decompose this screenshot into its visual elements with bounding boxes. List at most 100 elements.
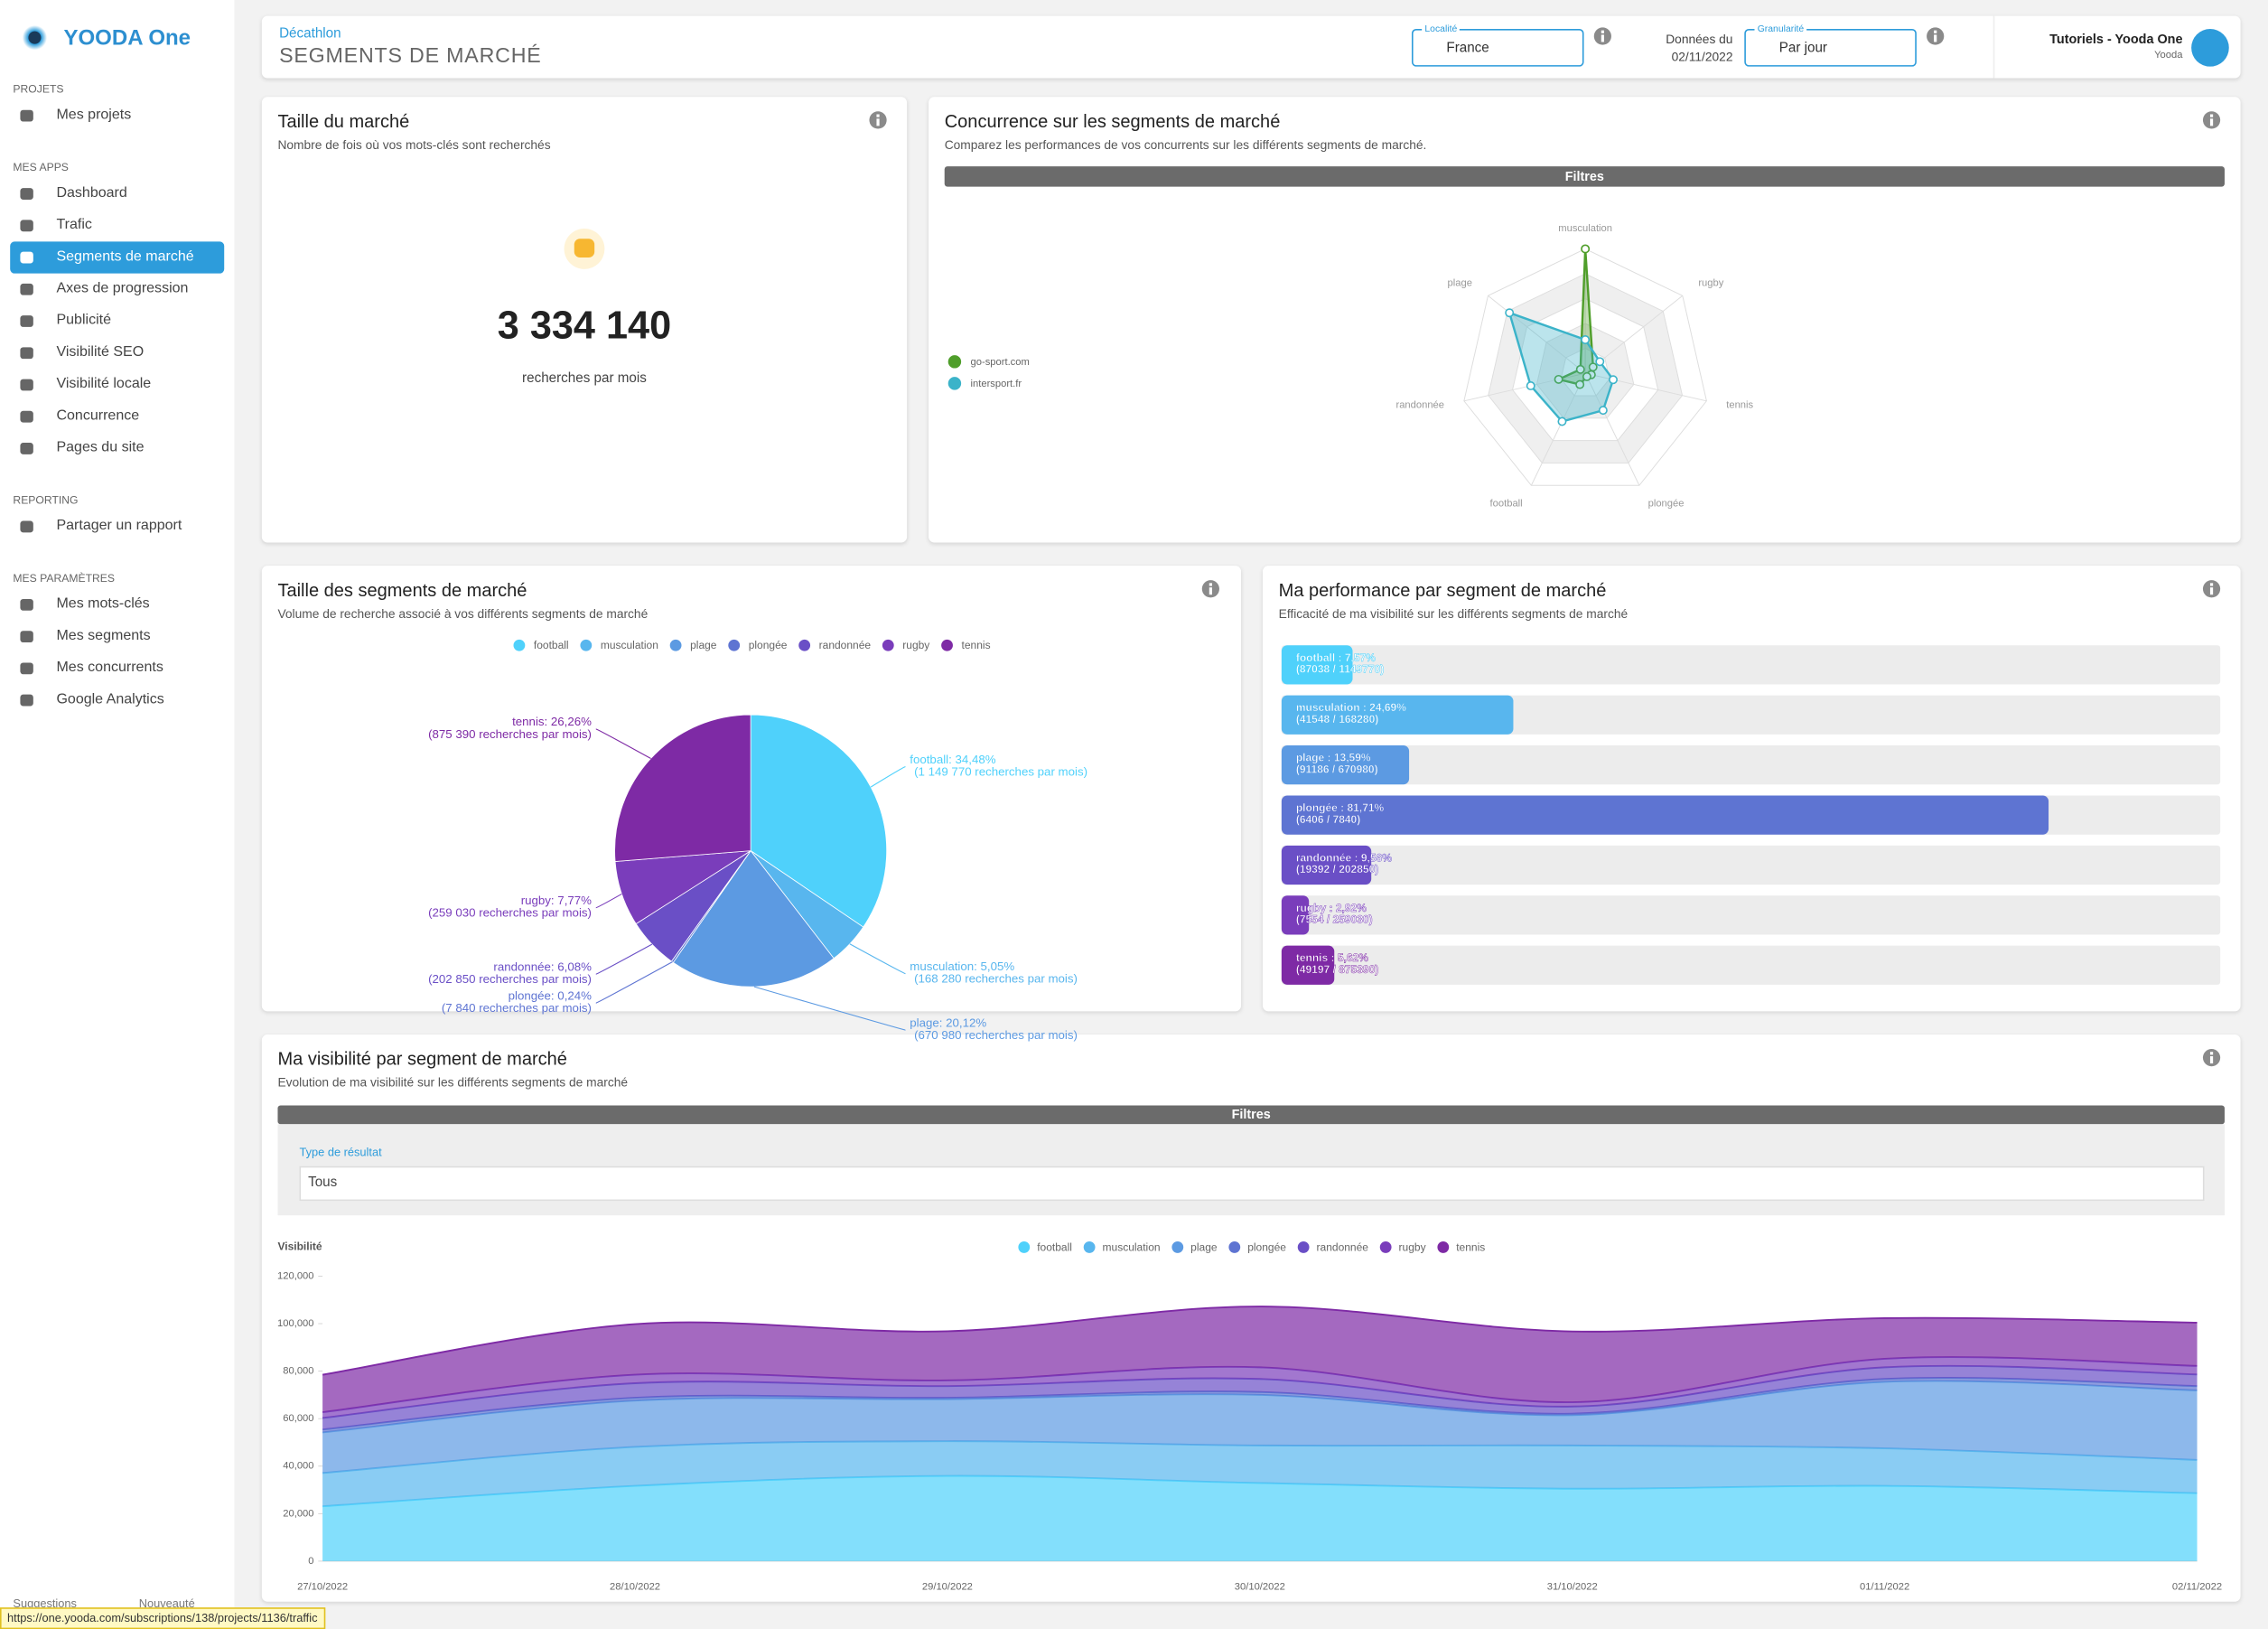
legend-swatch (1437, 1241, 1450, 1253)
info-icon[interactable] (1201, 580, 1219, 598)
radar-spoke (1463, 372, 1586, 402)
legend-swatch (1228, 1241, 1241, 1253)
location-value[interactable]: France (1446, 40, 1489, 57)
avatar[interactable] (2191, 29, 2229, 67)
area (322, 1441, 2198, 1507)
user-name[interactable]: Tutoriels - Yooda One (2049, 32, 2183, 47)
bar (1281, 845, 1372, 885)
info-icon[interactable] (1593, 27, 1611, 45)
radar-point (1598, 406, 1608, 416)
bar-track (1281, 695, 2221, 735)
market-size-caption: recherches par mois (522, 370, 647, 387)
nav-item[interactable]: Publicité (10, 305, 224, 337)
nav-section-title: MES APPS (13, 160, 69, 174)
nav-icon (20, 220, 33, 232)
info-icon[interactable] (2202, 1049, 2221, 1067)
filter-bar[interactable]: Filtres (277, 1105, 2225, 1125)
nav-icon (20, 347, 33, 360)
legend-label: musculation (601, 639, 658, 651)
nav-icon (20, 662, 33, 675)
info-icon[interactable] (869, 111, 887, 129)
legend-label: rugby (1399, 1240, 1426, 1253)
card-subtitle: Evolution de ma visibilité sur les diffé… (277, 1074, 629, 1090)
filter-value[interactable]: Tous (308, 1175, 338, 1191)
nav-item[interactable]: Google Analytics (10, 684, 224, 716)
nav-item[interactable]: Pages du site (10, 433, 224, 464)
leader-line (595, 728, 651, 759)
bar (1281, 895, 1310, 935)
pie-sublabel: (259 030 recherches par mois) (428, 906, 592, 920)
nav-item[interactable]: Mes mots-clés (10, 589, 224, 621)
legend-label: plage (1190, 1240, 1218, 1253)
legend-swatch (728, 639, 741, 651)
legend-swatch (1083, 1241, 1096, 1253)
legend-label: plongée (749, 639, 788, 651)
legend-label: rugby (902, 639, 929, 651)
nav-item[interactable]: Partager un rapport (10, 510, 224, 542)
radar-axis-label: plage (1448, 277, 1472, 288)
nav-item[interactable]: Mes segments (10, 621, 224, 652)
pie-sublabel: (670 980 recherches par mois) (914, 1028, 1078, 1042)
nav-item[interactable]: Dashboard (10, 178, 224, 210)
area (322, 1381, 2198, 1474)
info-icon[interactable] (1927, 27, 1945, 45)
nav-item[interactable]: Axes de progression (10, 274, 224, 305)
divider (1993, 15, 1995, 79)
nav-item[interactable]: Visibilité SEO (10, 337, 224, 369)
legend-swatch (1297, 1241, 1310, 1253)
nav-item[interactable]: Mes projets (10, 99, 224, 131)
pie-label: football: 34,48% (910, 753, 995, 766)
nav-icon (20, 251, 33, 264)
location-label: Localité (1422, 24, 1461, 35)
radar-point (1581, 335, 1591, 344)
area (322, 1357, 2198, 1418)
y-tick-label: 0 (308, 1556, 313, 1567)
news-link[interactable]: Nouveauté (138, 1596, 195, 1611)
x-tick-label: 27/10/2022 (297, 1582, 348, 1593)
info-icon[interactable] (2202, 580, 2221, 598)
granularity-value[interactable]: Par jour (1778, 40, 1827, 57)
card-subtitle: Efficacité de ma visibilité sur les diff… (1278, 605, 1629, 622)
nav-item[interactable]: Segments de marché (10, 241, 225, 274)
location-select[interactable] (1411, 29, 1584, 67)
nav-icon (20, 443, 33, 454)
leader-line (870, 766, 906, 788)
filter-bar[interactable]: Filtres (944, 166, 2225, 187)
radar-axis-label: tennis (1726, 400, 1753, 411)
card-title: Ma visibilité par segment de marché (277, 1049, 567, 1070)
pie-sublabel: (202 850 recherches par mois) (428, 972, 592, 986)
project-name[interactable]: Décathlon (279, 25, 341, 42)
filter-input[interactable] (299, 1166, 2205, 1202)
nav-item[interactable]: Concurrence (10, 401, 224, 433)
card-title: Taille des segments de marché (277, 580, 527, 601)
pie-slice (672, 849, 835, 988)
nav-item[interactable]: Visibilité locale (10, 369, 224, 400)
bar (1281, 795, 2049, 835)
nav-item[interactable]: Trafic (10, 210, 224, 241)
leader-line (753, 986, 906, 1031)
nav-item[interactable]: Mes concurrents (10, 652, 224, 684)
x-tick-label: 31/10/2022 (1547, 1582, 1598, 1593)
radar-spoke (1530, 372, 1586, 486)
radar-point (1581, 244, 1591, 254)
legend-label: tennis (962, 639, 991, 651)
market-icon-glyph (574, 239, 595, 258)
page-title: SEGMENTS DE MARCHÉ (279, 44, 542, 69)
radar-point (1554, 374, 1563, 384)
nav-section-title: PROJETS (13, 82, 64, 96)
x-tick-label: 28/10/2022 (610, 1582, 660, 1593)
granularity-label: Granularité (1754, 24, 1807, 35)
radar-point (1526, 380, 1535, 390)
pie-label: randonnée: 6,08% (493, 960, 592, 974)
y-tick-label: 40,000 (283, 1461, 313, 1472)
nav-icon (20, 598, 33, 611)
x-tick-label: 29/10/2022 (922, 1582, 973, 1593)
leader-line (849, 943, 906, 975)
info-icon[interactable] (2202, 111, 2221, 129)
granularity-select[interactable] (1744, 29, 1917, 67)
x-tick-label: 30/10/2022 (1235, 1582, 1285, 1593)
bar (1281, 695, 1514, 735)
suggestions-link[interactable]: Suggestions (13, 1596, 77, 1611)
radar-point (1609, 375, 1618, 385)
